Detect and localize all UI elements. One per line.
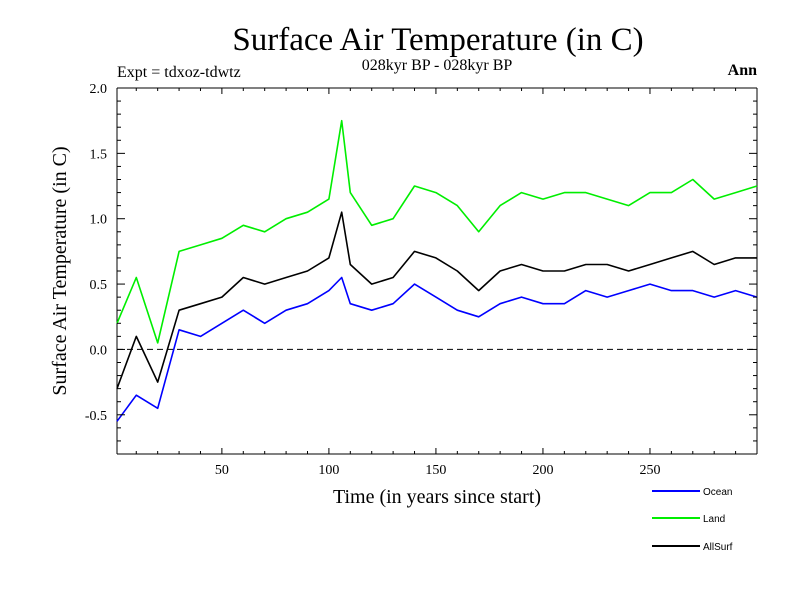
x-axis: 50 100 150 200 250 (135, 88, 737, 478)
y-tick-label: -0.5 (85, 409, 107, 424)
chart-title: Surface Air Temperature (in C) (232, 22, 643, 58)
legend: Ocean Land AllSurf (652, 487, 733, 553)
series-line-land (116, 119, 758, 344)
y-tick-label: 0.0 (90, 343, 108, 358)
x-tick-label: 200 (532, 463, 553, 478)
x-tick-label: 50 (215, 463, 229, 478)
y-axis: -0.5 0.0 0.5 1.0 1.5 2.0 (85, 82, 757, 455)
series-line-allsurf (116, 211, 757, 389)
y-tick-label: 2.0 (90, 82, 108, 97)
legend-label-allsurf: AllSurf (703, 542, 733, 553)
legend-label-land: Land (703, 514, 725, 525)
x-tick-label: 250 (639, 463, 660, 478)
y-tick-label: 0.5 (90, 278, 108, 293)
series-layer (116, 119, 758, 422)
x-axis-label: Time (in years since start) (333, 486, 541, 508)
x-tick-label: 150 (425, 463, 446, 478)
experiment-label: Expt = tdxoz-tdwtz (117, 64, 241, 81)
y-tick-label: 1.5 (90, 147, 108, 162)
y-axis-label: Surface Air Temperature (in C) (49, 146, 71, 395)
chart-subtitle: 028kyr BP - 028kyr BP (362, 57, 513, 74)
period-label: Ann (728, 62, 757, 79)
x-tick-label: 100 (318, 463, 339, 478)
series-line-ocean (116, 276, 758, 422)
legend-label-ocean: Ocean (703, 487, 732, 498)
y-tick-label: 1.0 (90, 213, 108, 228)
